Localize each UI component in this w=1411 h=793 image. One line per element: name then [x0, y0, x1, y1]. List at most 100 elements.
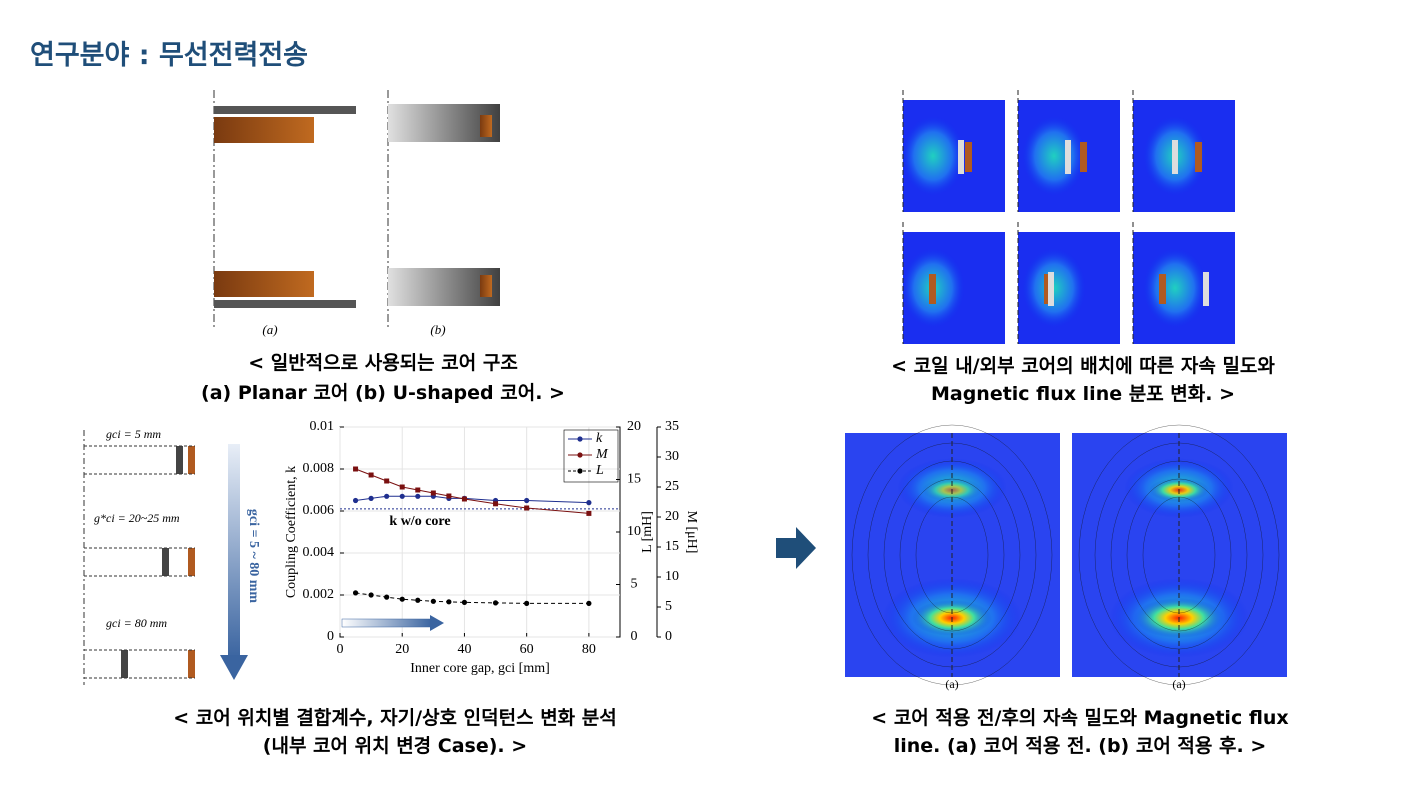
coil [480, 115, 492, 137]
core [214, 106, 356, 114]
legend-label: k [596, 431, 603, 446]
flux-line [1078, 424, 1280, 686]
data-point [446, 599, 452, 605]
coil [214, 117, 314, 143]
caption: line. (a) 코어 적용 전. (b) 코어 적용 후. > [894, 735, 1267, 757]
data-point [352, 497, 359, 504]
arrow-label: gci = 5 ~ 80 mm [246, 509, 261, 604]
data-point [493, 501, 499, 507]
data-point [586, 510, 592, 516]
data-point [399, 596, 405, 602]
gap-label: gci = 80 mm [106, 616, 167, 630]
panel-label: (a) [945, 677, 958, 691]
y3-tick-label: 20 [665, 509, 679, 524]
flux-line-figure: (a) (a) < 코어 적용 전/후의 자속 밀도와 Magnetic flu… [845, 424, 1289, 757]
flux-density-figure: < 코일 내/외부 코어의 배치에 따른 자속 밀도와 Magnetic flu… [891, 90, 1275, 405]
core [1065, 140, 1071, 174]
data-point [446, 493, 452, 499]
legend-marker [577, 436, 583, 442]
direction-arrow [341, 618, 433, 628]
y2-axis-label: L [mH] [640, 511, 655, 553]
gap-label: gci = 5 mm [106, 427, 161, 441]
y3-tick-label: 25 [665, 479, 679, 494]
data-point [384, 493, 390, 499]
x-tick-label: 60 [520, 642, 534, 657]
data-point [368, 495, 374, 501]
y2-tick-label: 15 [627, 472, 641, 487]
y-tick-label: 0.002 [303, 587, 335, 602]
flow-arrow [776, 527, 816, 569]
data-point [524, 505, 530, 511]
gap-label: g*ci = 20~25 mm [94, 511, 180, 525]
data-point [415, 597, 421, 603]
data-point [492, 600, 499, 606]
y-tick-label: 0.01 [310, 419, 335, 434]
y3-tick-label: 10 [665, 569, 679, 584]
coil [1159, 274, 1166, 304]
x-tick-label: 80 [582, 642, 596, 657]
panel-label: (a) [262, 322, 277, 337]
core [1048, 272, 1054, 306]
y2-tick-label: 10 [627, 524, 641, 539]
caption: Magnetic flux line 분포 변화. > [931, 383, 1235, 405]
core [1203, 272, 1209, 306]
y3-tick-label: 5 [665, 599, 672, 614]
y3-tick-label: 15 [665, 539, 679, 554]
caption: < 코일 내/외부 코어의 배치에 따른 자속 밀도와 [891, 355, 1275, 377]
y3-tick-label: 0 [665, 629, 672, 644]
coil [214, 271, 314, 297]
legend-label: L [595, 463, 604, 478]
data-point [430, 490, 436, 496]
legend-marker [577, 452, 583, 458]
coil [1080, 142, 1087, 172]
y3-axis-label: M [μH] [684, 511, 699, 554]
data-point [430, 598, 436, 604]
data-point [353, 466, 359, 472]
caption: (a) Planar 코어 (b) U-shaped 코어. > [201, 382, 565, 404]
coil [965, 142, 972, 172]
data-point [415, 493, 421, 499]
y3-tick-label: 35 [665, 419, 679, 434]
y2-tick-label: 20 [627, 419, 641, 434]
data-point [586, 600, 592, 607]
legend-label: M [595, 447, 609, 462]
flux-line [1126, 478, 1232, 632]
core [121, 650, 128, 678]
y-tick-label: 0.004 [303, 545, 335, 560]
caption: < 코어 적용 전/후의 자속 밀도와 Magnetic flux [871, 707, 1288, 729]
data-point [399, 484, 405, 490]
slide-title: 연구분야 : 무선전력전송 [30, 40, 308, 71]
core [214, 300, 356, 308]
plot-area [339, 426, 621, 638]
x-tick-label: 20 [395, 642, 409, 657]
caption: (내부 코어 위치 변경 Case). > [263, 735, 527, 757]
x-axis-label: Inner core gap, gci [mm] [410, 661, 550, 676]
y2-tick-label: 5 [631, 577, 638, 592]
caption: < 일반적으로 사용되는 코어 구조 [248, 352, 518, 374]
coil [188, 446, 195, 474]
flux-line [899, 478, 1005, 632]
y-tick-label: 0 [327, 629, 334, 644]
data-point [368, 592, 374, 598]
data-point [524, 600, 530, 607]
legend-box [563, 429, 619, 483]
data-point [524, 497, 530, 504]
field-glow [901, 116, 965, 196]
y-tick-label: 0.008 [303, 461, 335, 476]
panel-label: (b) [430, 322, 445, 337]
arrow [220, 655, 248, 680]
x-tick-label: 40 [457, 642, 471, 657]
y-tick-label: 0.006 [303, 503, 335, 518]
data-point [461, 599, 468, 605]
data-point [461, 496, 467, 502]
legend-marker [577, 468, 583, 474]
data-point [384, 594, 390, 600]
core-structure-figure: (a) (b) < 일반적으로 사용되는 코어 구조 (a) Planar 코어… [201, 90, 565, 404]
core [162, 548, 169, 576]
panel-label: (a) [1172, 677, 1185, 691]
direction-arrow [430, 615, 444, 631]
y3-tick-label: 30 [665, 449, 679, 464]
chart: 0 20 40 60 80 0 0.002 0.004 0.006 0.008 0.01 0 5 10 15… [284, 419, 699, 676]
field-glow [1143, 248, 1207, 328]
